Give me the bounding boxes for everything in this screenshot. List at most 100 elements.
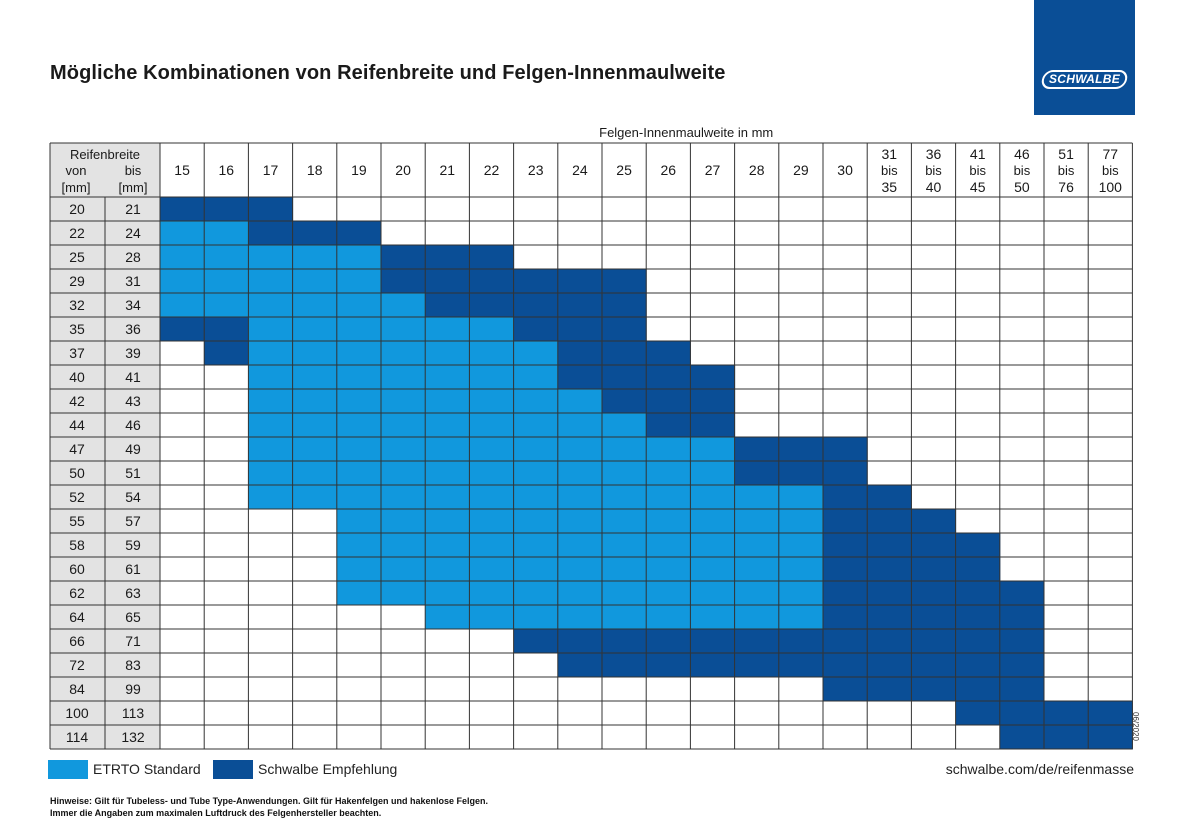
cell-r72-c27 [690,653,736,678]
cell-r60-c24 [557,557,603,582]
cell-r66-c29 [778,629,824,654]
cell-r32-c23 [513,293,559,318]
cell-r44-c25 [602,413,647,438]
cell-r40-c22 [469,365,515,390]
cell-r58-c23 [513,533,559,558]
cell-r58-c22 [469,533,515,558]
cell-r64-c27 [690,605,736,630]
cell-r64-c24 [557,605,603,630]
cell-r64-c28 [734,605,780,630]
cell-r32-c15 [160,293,205,318]
column-header-from: 46 [1014,146,1030,162]
cell-r66-c25 [602,629,647,654]
row-label-from: 100 [65,705,89,721]
column-header: 25 [616,162,632,178]
cell-r40-c19 [336,365,382,390]
cell-r47-c26 [646,437,691,462]
cell-r29-c16 [204,269,249,294]
x-axis-label: Felgen-Innenmaulweite in mm [599,125,773,140]
cell-r72-c30 [823,653,868,678]
cell-r66-c46bis50 [999,629,1045,654]
row-label-from: 37 [69,345,85,361]
cell-r50-c20 [381,461,426,486]
cell-r60-c30 [823,557,868,582]
logo-text: SCHWALBE [1048,72,1121,86]
cell-r37-c16 [204,341,249,366]
note-line-2: Immer die Angaben zum maximalen Luftdruc… [50,808,382,818]
cell-r62-c27 [690,581,736,606]
cell-r62-c31bis35 [867,581,912,606]
cell-r37-c19 [336,341,382,366]
cell-r42-c24 [557,389,603,414]
date-code: 06/2020 [1131,712,1140,741]
cell-r47-c28 [734,437,780,462]
cell-r55-c27 [690,509,736,534]
row-label-to: 57 [125,513,141,529]
cell-r100-c41bis45 [955,701,1001,726]
cell-r20-c15 [160,197,205,222]
cell-r47-c18 [292,437,338,462]
column-header: 24 [572,162,588,178]
cell-r44-c27 [690,413,736,438]
cell-r52-c23 [513,485,559,510]
column-header: 19 [351,162,367,178]
column-header-bis: bis [1102,163,1119,178]
cell-r44-c20 [381,413,426,438]
cell-r62-c29 [778,581,824,606]
row-label-from: 29 [69,273,85,289]
row-label-from: 72 [69,657,85,673]
cell-r37-c23 [513,341,559,366]
cell-r55-c24 [557,509,603,534]
column-header-bis: bis [925,163,942,178]
cell-r58-c20 [381,533,426,558]
row-label-from: 114 [66,729,89,745]
column-header: 17 [263,162,279,178]
cell-r114-c77bis100 [1088,725,1133,750]
row-label-from: 50 [69,465,85,481]
cell-r42-c22 [469,389,515,414]
row-label-from: 62 [69,585,85,601]
cell-r50-c22 [469,461,515,486]
column-header-bis: bis [1058,163,1075,178]
cell-r55-c30 [823,509,868,534]
row-label-from: 55 [69,513,85,529]
cell-r22-c18 [292,221,338,246]
cell-r47-c30 [823,437,868,462]
column-header: 28 [749,162,765,178]
cell-r58-c26 [646,533,691,558]
cell-r40-c24 [557,365,603,390]
cell-r35-c17 [248,317,294,342]
cell-r40-c20 [381,365,426,390]
column-header: 29 [793,162,809,178]
cell-r44-c23 [513,413,559,438]
cell-r44-c17 [248,413,294,438]
cell-r62-c36bis40 [911,581,957,606]
website-url[interactable]: schwalbe.com/de/reifenmasse [945,761,1134,777]
cell-r35-c24 [557,317,603,342]
row-label-to: 59 [125,537,141,553]
cell-r47-c19 [336,437,382,462]
cell-r50-c24 [557,461,603,486]
cell-r66-c41bis45 [955,629,1001,654]
cell-r66-c31bis35 [867,629,912,654]
cell-r58-c30 [823,533,868,558]
row-label-to: 43 [125,393,141,409]
cell-r50-c26 [646,461,691,486]
cell-r55-c31bis35 [867,509,912,534]
cell-r35-c22 [469,317,515,342]
cell-r25-c16 [204,245,249,270]
cell-r40-c17 [248,365,294,390]
cell-r35-c25 [602,317,647,342]
column-header: 18 [307,162,323,178]
cell-r37-c18 [292,341,338,366]
cell-r25-c15 [160,245,205,270]
column-header-to: 50 [1014,179,1030,195]
row-label-to: 39 [125,345,141,361]
legend-etrto-swatch [48,760,88,779]
cell-r29-c19 [336,269,382,294]
cell-r20-c16 [204,197,249,222]
cell-r52-c18 [292,485,338,510]
column-header-from: 31 [882,146,898,162]
column-header: 22 [484,162,500,178]
cell-r58-c31bis35 [867,533,912,558]
